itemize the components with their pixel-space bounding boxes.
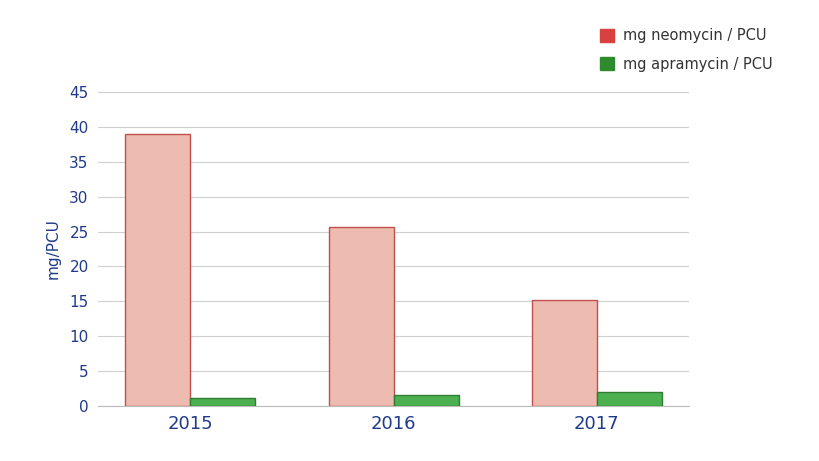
Bar xyxy=(190,398,255,406)
Legend: mg neomycin / PCU, mg apramycin / PCU: mg neomycin / PCU, mg apramycin / PCU xyxy=(591,21,779,79)
Bar xyxy=(328,227,393,406)
Y-axis label: mg/PCU: mg/PCU xyxy=(46,219,61,279)
Bar xyxy=(393,395,458,406)
Bar xyxy=(596,392,661,406)
Bar xyxy=(125,134,190,406)
Bar xyxy=(532,301,596,406)
